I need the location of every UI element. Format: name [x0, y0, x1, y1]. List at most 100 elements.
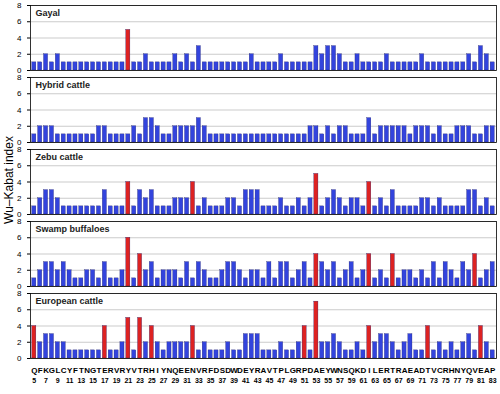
svg-text:65: 65	[383, 377, 391, 384]
svg-text:F: F	[73, 366, 78, 375]
svg-text:P: P	[490, 366, 496, 375]
svg-text:G: G	[49, 366, 55, 375]
svg-text:T: T	[273, 366, 278, 375]
svg-text:2: 2	[17, 266, 22, 275]
svg-text:F: F	[208, 366, 213, 375]
svg-text:T: T	[426, 366, 431, 375]
svg-text:75: 75	[442, 377, 450, 384]
svg-text:7: 7	[44, 377, 48, 384]
svg-text:2: 2	[17, 122, 22, 131]
svg-text:59: 59	[348, 377, 356, 384]
svg-text:D: D	[237, 366, 243, 375]
svg-text:2: 2	[17, 50, 22, 59]
svg-text:Y: Y	[67, 366, 73, 375]
svg-text:41: 41	[242, 377, 250, 384]
svg-text:2: 2	[17, 194, 22, 203]
svg-text:33: 33	[195, 377, 203, 384]
svg-text:5: 5	[32, 377, 36, 384]
svg-text:European cattle: European cattle	[36, 296, 104, 306]
svg-text:Swamp buffaloes: Swamp buffaloes	[36, 224, 110, 234]
svg-text:23: 23	[136, 377, 144, 384]
svg-text:29: 29	[171, 377, 179, 384]
svg-text:0: 0	[17, 354, 22, 363]
svg-text:55: 55	[324, 377, 332, 384]
svg-text:R: R	[108, 366, 114, 375]
svg-text:49: 49	[289, 377, 297, 384]
svg-text:Q: Q	[466, 366, 472, 375]
svg-text:C: C	[61, 366, 67, 375]
svg-text:V: V	[267, 366, 273, 375]
svg-text:R: R	[120, 366, 126, 375]
svg-text:6: 6	[17, 17, 22, 26]
svg-text:V: V	[132, 366, 138, 375]
svg-text:17: 17	[101, 377, 109, 384]
svg-text:D: D	[214, 366, 220, 375]
svg-text:H: H	[149, 366, 155, 375]
svg-text:T: T	[390, 366, 395, 375]
svg-text:4: 4	[17, 178, 22, 187]
svg-text:R: R	[202, 366, 208, 375]
svg-text:35: 35	[207, 377, 215, 384]
svg-text:N: N	[190, 366, 196, 375]
svg-text:R: R	[296, 366, 302, 375]
svg-text:P: P	[278, 366, 284, 375]
svg-text:21: 21	[124, 377, 132, 384]
svg-text:8: 8	[17, 289, 22, 298]
svg-text:8: 8	[17, 145, 22, 154]
svg-text:A: A	[484, 366, 490, 375]
svg-text:4: 4	[17, 322, 22, 331]
svg-text:N: N	[337, 366, 343, 375]
svg-text:D: D	[419, 366, 425, 375]
svg-text:27: 27	[160, 377, 168, 384]
svg-text:19: 19	[113, 377, 121, 384]
svg-text:I: I	[157, 366, 159, 375]
svg-text:Q: Q	[31, 366, 37, 375]
svg-text:6: 6	[17, 233, 22, 242]
svg-text:63: 63	[371, 377, 379, 384]
svg-text:2: 2	[17, 338, 22, 347]
svg-text:Hybrid cattle: Hybrid cattle	[36, 80, 91, 90]
svg-text:D: D	[361, 366, 367, 375]
svg-text:73: 73	[430, 377, 438, 384]
svg-text:13: 13	[77, 377, 85, 384]
svg-text:4: 4	[17, 250, 22, 259]
svg-text:43: 43	[254, 377, 262, 384]
svg-text:4: 4	[17, 34, 22, 43]
svg-text:Gayal: Gayal	[36, 8, 61, 18]
svg-text:A: A	[313, 366, 319, 375]
svg-text:T: T	[79, 366, 84, 375]
svg-text:6: 6	[17, 305, 22, 314]
svg-text:69: 69	[407, 377, 415, 384]
svg-text:57: 57	[336, 377, 344, 384]
svg-text:11: 11	[66, 377, 74, 384]
svg-text:31: 31	[183, 377, 191, 384]
svg-text:L: L	[55, 366, 60, 375]
svg-text:R: R	[384, 366, 390, 375]
svg-text:45: 45	[265, 377, 273, 384]
svg-text:L: L	[373, 366, 378, 375]
svg-text:25: 25	[148, 377, 156, 384]
svg-text:15: 15	[89, 377, 97, 384]
svg-text:6: 6	[17, 161, 22, 170]
svg-text:I: I	[368, 366, 370, 375]
svg-text:F: F	[38, 366, 43, 375]
svg-text:53: 53	[312, 377, 320, 384]
svg-text:8: 8	[17, 217, 22, 226]
svg-text:71: 71	[418, 377, 426, 384]
svg-text:39: 39	[230, 377, 238, 384]
svg-text:9: 9	[56, 377, 60, 384]
svg-text:81: 81	[477, 377, 485, 384]
svg-text:8: 8	[17, 73, 22, 82]
svg-text:37: 37	[218, 377, 226, 384]
svg-text:T: T	[138, 366, 143, 375]
svg-text:61: 61	[360, 377, 368, 384]
svg-text:T: T	[97, 366, 102, 375]
svg-text:Zebu cattle: Zebu cattle	[36, 152, 84, 162]
svg-text:67: 67	[395, 377, 403, 384]
svg-text:G: G	[90, 366, 96, 375]
svg-text:6: 6	[17, 89, 22, 98]
svg-text:77: 77	[454, 377, 462, 384]
svg-text:79: 79	[465, 377, 473, 384]
svg-text:83: 83	[489, 377, 497, 384]
svg-text:47: 47	[277, 377, 285, 384]
